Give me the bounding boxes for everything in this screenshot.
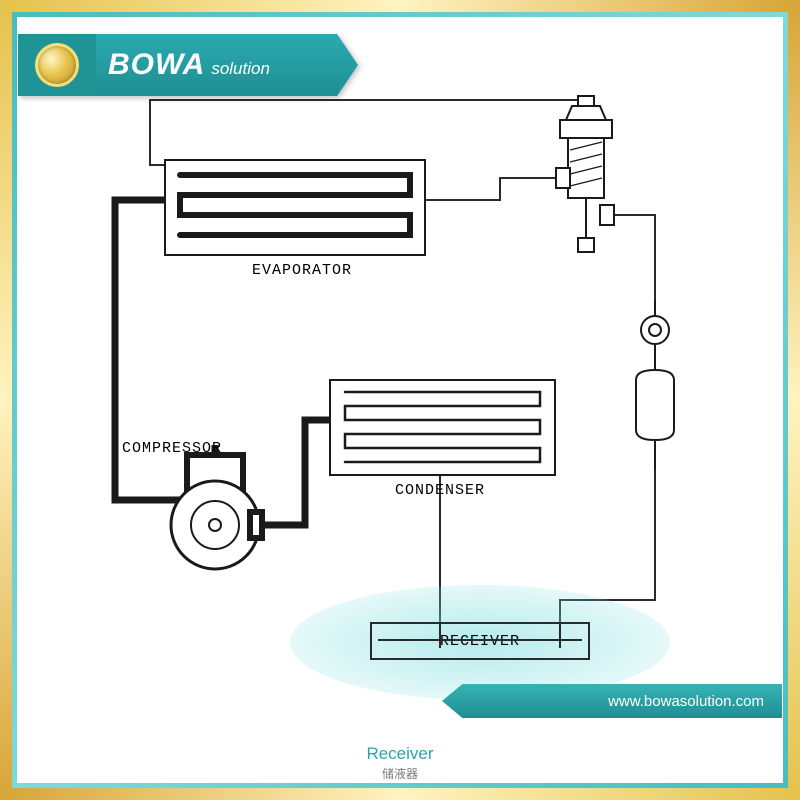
website-url-band: www.bowasolution.com	[442, 684, 782, 718]
compressor-label: COMPRESSOR	[122, 440, 222, 457]
receiver-ports	[0, 0, 800, 800]
footer-title-zh: 储液器	[0, 765, 800, 782]
footer-title-en: Receiver	[0, 744, 800, 764]
condenser-label: CONDENSER	[395, 482, 485, 499]
evaporator-label: EVAPORATOR	[252, 262, 352, 279]
website-url: www.bowasolution.com	[608, 693, 764, 710]
